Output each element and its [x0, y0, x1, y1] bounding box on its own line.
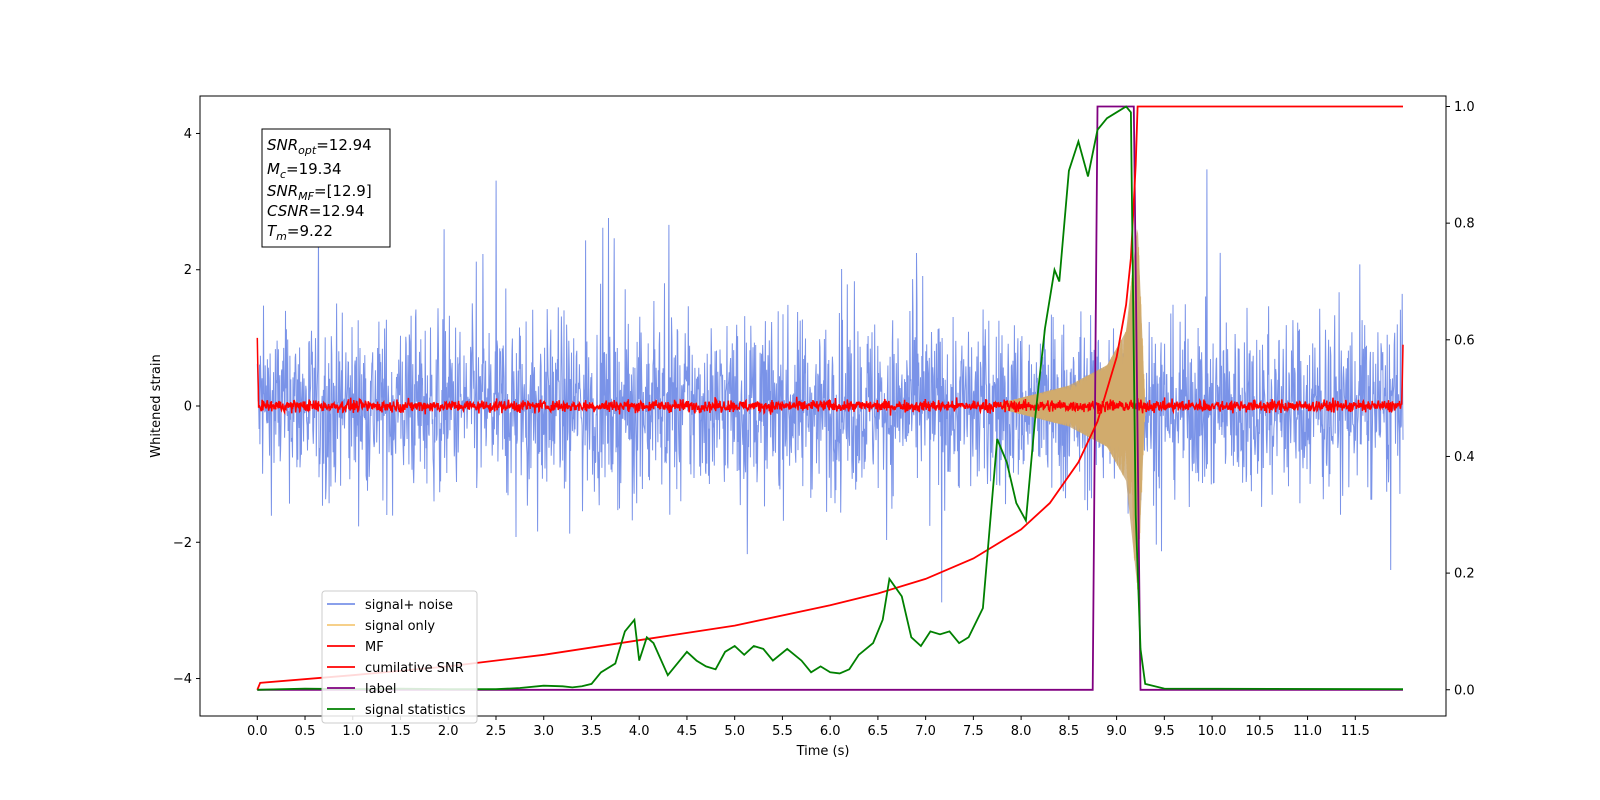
x-tick-label: 6.5 — [868, 724, 889, 739]
x-tick-label: 11.0 — [1293, 724, 1322, 739]
x-tick-label: 2.0 — [438, 724, 459, 739]
x-tick-label: 10.0 — [1198, 724, 1227, 739]
annotation-mc: Mc=19.34 — [267, 160, 342, 181]
x-axis: 0.0 0.5 1.0 1.5 2.0 2.5 3.0 3.5 4.0 4.5 5.0 5.5 6.0 6… — [247, 716, 1370, 739]
legend-label: label — [365, 682, 396, 697]
y-left-tick-label: −4 — [173, 672, 192, 687]
y-right-tick-label: 0.2 — [1454, 567, 1475, 582]
annotation-snr-opt: SNRopt=12.94 — [267, 136, 372, 157]
series-label — [257, 105, 1403, 691]
series-signal-noise — [256, 169, 1404, 603]
x-tick-label: 10.5 — [1245, 724, 1274, 739]
x-tick-label: 7.5 — [963, 724, 984, 739]
annotation-tm: Tm=9.22 — [267, 222, 333, 243]
legend-label: cumilative SNR — [365, 661, 464, 676]
legend: signal+ noise signal only MF cumilative SNR… — [321, 590, 478, 724]
legend-label: signal+ noise — [365, 598, 453, 613]
x-tick-label: 11.5 — [1341, 724, 1370, 739]
legend-label: MF — [365, 640, 384, 655]
x-axis-label: Time (s) — [796, 744, 850, 759]
x-tick-label: 2.5 — [486, 724, 507, 739]
x-tick-label: 8.0 — [1011, 724, 1032, 739]
x-tick-label: 1.0 — [342, 724, 363, 739]
x-tick-label: 8.5 — [1059, 724, 1080, 739]
x-tick-label: 4.5 — [677, 724, 698, 739]
annotation-snr-mf: SNRMF=[12.9] — [267, 182, 372, 203]
annotation-box: SNRopt=12.94 Mc=19.34 SNRMF=[12.9] CSNR=… — [261, 128, 391, 248]
x-tick-label: 6.0 — [820, 724, 841, 739]
x-tick-label: 4.0 — [629, 724, 650, 739]
y-axis-right: 1.0 0.8 0.6 0.4 0.2 0.0 — [1446, 100, 1475, 698]
series-signal-statistics — [257, 105, 1404, 691]
x-tick-label: 7.0 — [915, 724, 936, 739]
series-cumulative-snr — [256, 105, 1403, 691]
y-left-tick-label: 0 — [184, 400, 192, 415]
y-left-tick-label: 4 — [184, 127, 192, 142]
series-layer — [256, 105, 1404, 691]
y-axis-label: Whitened strain — [149, 354, 164, 457]
y-right-tick-label: 1.0 — [1454, 100, 1475, 115]
legend-label: signal only — [365, 619, 435, 634]
x-tick-label: 9.5 — [1154, 724, 1175, 739]
y-right-tick-label: 0.6 — [1454, 333, 1475, 348]
x-tick-label: 3.0 — [533, 724, 554, 739]
x-tick-label: 0.5 — [295, 724, 316, 739]
series-mf — [256, 337, 1404, 416]
annotation-csnr: CSNR=12.94 — [267, 202, 364, 220]
y-left-tick-label: −2 — [173, 536, 192, 551]
y-right-tick-label: 0.0 — [1454, 683, 1475, 698]
x-tick-label: 1.5 — [390, 724, 411, 739]
x-tick-label: 5.5 — [772, 724, 793, 739]
y-right-tick-label: 0.8 — [1454, 217, 1475, 232]
x-tick-label: 9.0 — [1106, 724, 1127, 739]
x-tick-label: 5.0 — [724, 724, 745, 739]
legend-label: signal statistics — [365, 703, 466, 718]
y-right-tick-label: 0.4 — [1454, 450, 1475, 465]
y-axis-left: 4 2 0 −2 −4 — [173, 127, 200, 687]
x-tick-label: 0.0 — [247, 724, 268, 739]
x-tick-label: 3.5 — [581, 724, 602, 739]
y-left-tick-label: 2 — [184, 263, 192, 278]
